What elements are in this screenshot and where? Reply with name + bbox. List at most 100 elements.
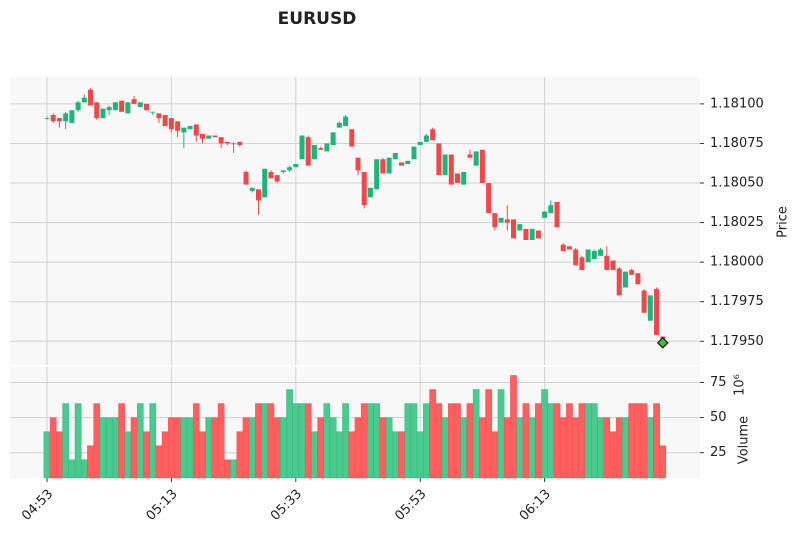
candle-body [318,148,324,150]
candle-body [343,116,349,127]
volume-bar [224,459,231,479]
y-tick-label: 1.18025 [710,215,764,230]
volume-bar [304,403,312,479]
volume-bar [155,445,163,479]
volume-bar [112,417,119,479]
volume-bar [211,417,219,479]
candle-body [423,135,429,142]
candle-body [299,135,305,160]
candle-body [641,290,647,313]
candle-body [529,228,535,240]
candle-body [436,143,442,176]
candle-body [635,273,641,285]
candle-body [262,168,268,198]
volume-label: Volume [737,416,752,464]
y-tick-label: 1.17975 [710,294,764,309]
volume-bar [647,417,654,479]
candle-body [255,189,261,201]
candle-body [112,102,118,111]
candle-body [106,107,112,111]
candle-body [560,244,566,252]
candle-body [535,230,541,239]
volume-bar [242,417,250,479]
candle-body [69,110,75,123]
x-tick-label: 05:13 [144,487,181,524]
candle-body [175,121,181,131]
volume-bar [640,403,648,479]
volume-bar [273,417,281,479]
volume-bar [441,417,449,479]
volume-bar [398,431,405,479]
candle-body [654,289,660,335]
volume-exponent: 10⁶ [733,374,748,396]
y-tick-label: 1.18100 [710,96,764,111]
volume-bar [535,403,542,479]
volume-bar [479,417,486,479]
candle-body [492,213,498,228]
volume-bar [485,389,492,479]
volume-bar [342,403,349,479]
candle-body [610,260,616,271]
volume-bar [584,403,592,479]
y-tick-label: 1.18075 [710,136,764,151]
candle-body [150,111,156,113]
volume-bar [174,417,181,479]
volume-bar [572,417,579,479]
candle-body [448,154,454,185]
volume-bar [267,403,275,479]
candle-body [399,162,405,166]
candle-body [386,157,392,174]
volume-bar [99,417,107,479]
volume-bar [516,417,524,479]
volume-bar [385,417,393,479]
candle-body [287,167,293,171]
candle-body [81,97,87,103]
candle-body [212,135,218,138]
x-tick-label: 05:53 [392,487,429,524]
volume-bar [547,403,555,479]
candle-body [88,89,94,106]
y-axis-label: Price [776,206,791,238]
candle-body [280,170,286,172]
y2-tick-label: 25 [710,445,727,460]
candle-body [542,211,548,218]
volume-bar [136,403,144,479]
volume-bar [87,445,94,479]
candle-body [554,202,560,228]
candle-body [330,132,336,146]
candle-body [374,159,380,190]
candle-body [324,143,330,152]
volume-bar [74,403,82,479]
volume-bar [255,403,262,479]
volume-bar [56,431,63,479]
volume-bar [354,417,362,479]
volume-bar [466,403,474,479]
candle-body [119,100,125,112]
candle-body [367,187,373,198]
candle-body [75,102,81,111]
candle-body [629,270,635,275]
volume-bar [541,389,548,479]
volume-bar [292,403,300,479]
volume-bar [448,403,455,479]
candle-body [442,154,448,176]
candle-body [144,103,150,111]
candle-body [56,118,62,122]
volume-bar [286,389,293,479]
y-tick-label: 1.18050 [710,176,764,191]
candle-body [50,114,56,122]
volume-bar [460,417,468,479]
volume-bar [553,403,561,479]
volume-bar [410,403,418,479]
candle-body [405,160,411,165]
candle-body [162,114,168,127]
volume-bar [522,403,530,479]
candle-body [598,249,604,256]
volume-bar [298,403,306,479]
volume-bar [323,403,331,479]
volume-bar [528,417,536,479]
candle-body [461,171,467,185]
volume-bar [503,417,511,479]
candle-body [156,113,162,119]
volume-bar [423,403,430,479]
